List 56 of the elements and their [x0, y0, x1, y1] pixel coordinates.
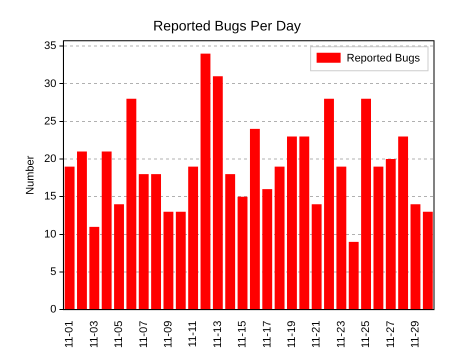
x-tick-label: 11-11 — [187, 320, 200, 348]
bar — [200, 54, 210, 310]
bar — [386, 159, 396, 310]
x-tick-label: 11-23 — [335, 320, 348, 348]
y-tick-label: 10 — [44, 228, 56, 240]
bar — [312, 204, 322, 310]
bar — [163, 212, 174, 310]
y-axis-title: Number — [24, 155, 37, 195]
y-tick-label: 25 — [44, 115, 56, 128]
y-tick-label: 15 — [44, 190, 56, 203]
bar — [262, 189, 272, 310]
bar — [250, 128, 260, 310]
bar — [287, 136, 297, 310]
bar — [410, 204, 420, 310]
bar — [299, 136, 310, 310]
bar — [151, 174, 162, 310]
x-tick-label: 11-29 — [410, 320, 422, 348]
x-tick-label: 11-03 — [88, 320, 100, 348]
bar — [324, 98, 334, 310]
x-tick-label: 11-19 — [286, 320, 298, 348]
bar — [212, 76, 223, 310]
bar — [188, 166, 198, 310]
bar — [64, 166, 75, 310]
x-tick-label: 11-25 — [360, 320, 372, 348]
x-tick-label: 11-01 — [64, 320, 76, 348]
x-tick-label: 11-27 — [384, 320, 397, 348]
legend-label: Reported Bugs — [346, 52, 420, 64]
bar — [398, 136, 408, 310]
bar — [77, 152, 87, 310]
x-tick-label: 11-09 — [162, 320, 174, 348]
x-tick-label: 11-05 — [113, 320, 126, 348]
bar — [361, 98, 372, 310]
y-tick-label: 35 — [44, 40, 56, 52]
x-tick-label: 11-07 — [138, 320, 150, 348]
y-tick-label: 0 — [50, 304, 56, 316]
bar — [114, 204, 124, 310]
bar — [373, 166, 384, 310]
y-tick-label: 20 — [44, 153, 56, 166]
x-tick-label: 11-21 — [310, 320, 323, 348]
bar — [274, 166, 285, 310]
bar — [422, 212, 433, 310]
y-tick-label: 5 — [50, 266, 56, 278]
x-tick-label: 11-17 — [261, 320, 274, 348]
bar — [89, 226, 100, 310]
bar — [348, 242, 359, 310]
x-tick-label: 11-13 — [212, 320, 224, 348]
bar — [225, 174, 236, 310]
bar — [138, 174, 149, 310]
y-tick-label: 30 — [44, 78, 56, 90]
x-tick-label: 11-15 — [236, 320, 249, 348]
bar — [126, 98, 136, 310]
chart-title: Reported Bugs Per Day — [153, 17, 301, 34]
bar — [176, 212, 186, 310]
bar — [238, 196, 248, 310]
bar — [336, 166, 346, 310]
bar — [102, 152, 112, 310]
